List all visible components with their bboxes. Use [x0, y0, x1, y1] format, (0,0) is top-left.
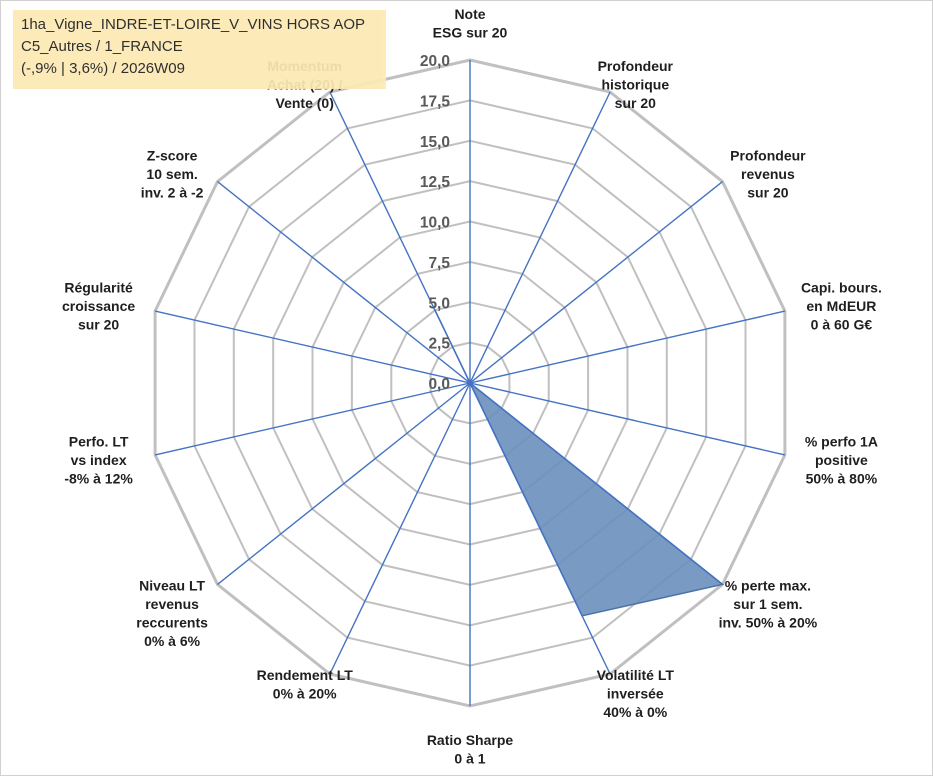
- axis-label-line: % perfo 1A: [805, 433, 878, 449]
- title-line-2: C5_Autres / 1_FRANCE: [21, 38, 183, 55]
- axis-label-line: sur 1 sem.: [733, 596, 802, 612]
- axis-label-line: % perte max.: [725, 577, 811, 593]
- tick-label: 5,0: [428, 295, 450, 312]
- axis-label-line: Z-score: [147, 148, 198, 164]
- radar-tick-labels: 0,0 2,5 5,0 7,5 10,0 12,5 15,0 17,5 20,0: [420, 53, 451, 393]
- tick-label: 10,0: [420, 215, 450, 232]
- axis-label-line: sur 20: [78, 317, 119, 333]
- axis-label-line: inv. 2 à -2: [141, 185, 204, 201]
- tick-label: 15,0: [420, 134, 450, 151]
- axis-label: % perte max. sur 1 sem. inv. 50% à 20%: [719, 577, 818, 630]
- axis-label-line: Rendement LT: [257, 667, 354, 683]
- axis-label: Ratio Sharpe 0 à 1: [427, 732, 514, 767]
- axis-spoke: [469, 382, 786, 456]
- axis-spoke: [469, 181, 723, 384]
- axis-label-line: ESG sur 20: [433, 25, 508, 41]
- axis-spoke: [469, 91, 611, 384]
- tick-label: 20,0: [420, 53, 450, 70]
- axis-label-line: Volatilité LT: [597, 667, 675, 683]
- axis-label-line: Ratio Sharpe: [427, 732, 514, 748]
- axis-label-line: en MdEUR: [806, 298, 876, 314]
- title-line-3: (-,9% | 3,6%) / 2026W09: [21, 60, 185, 77]
- axis-label: Rendement LT 0% à 20%: [257, 667, 354, 702]
- axis-label-line: revenus: [145, 596, 199, 612]
- axis-spoke: [469, 382, 723, 585]
- axis-label-line: Vente (0): [276, 95, 334, 111]
- tick-label: 12,5: [420, 174, 451, 191]
- radar-axis-labels: Note ESG sur 20 Profondeur historique sur 20…: [62, 6, 882, 767]
- axis-label-line: Capi. bours.: [801, 280, 882, 296]
- axis-label-line: 0% à 20%: [273, 686, 337, 702]
- axis-label-line: 0 à 60 G€: [811, 317, 873, 333]
- axis-spoke: [329, 91, 471, 384]
- axis-label-line: Régularité: [64, 280, 133, 296]
- axis-label-line: Profondeur: [730, 148, 806, 164]
- title-line-1: 1ha_Vigne_INDRE-ET-LOIRE_V_VINS HORS AOP: [21, 16, 366, 33]
- tick-label: 2,5: [428, 336, 450, 353]
- axis-label-line: 40% à 0%: [603, 704, 667, 720]
- axis-label-line: Note: [454, 6, 485, 22]
- axis-label-line: historique: [601, 77, 669, 93]
- axis-label-line: 0% à 6%: [144, 633, 201, 649]
- tick-label: 0,0: [428, 376, 450, 393]
- tick-label: 17,5: [420, 93, 451, 110]
- axis-label-line: sur 20: [747, 185, 788, 201]
- axis-label: Volatilité LT inversée 40% à 0%: [597, 667, 675, 720]
- axis-spoke: [469, 382, 611, 675]
- axis-spoke: [154, 310, 471, 384]
- axis-label: % perfo 1A positive 50% à 80%: [805, 433, 878, 486]
- series-area: [434, 309, 725, 617]
- axis-label-line: inv. 50% à 20%: [719, 614, 818, 630]
- axis-label-line: vs index: [71, 452, 127, 468]
- chart-title-box: 1ha_Vigne_INDRE-ET-LOIRE_V_VINS HORS AOP…: [13, 10, 386, 89]
- axis-label: Z-score 10 sem. inv. 2 à -2: [141, 148, 204, 201]
- axis-label: Profondeur revenus sur 20: [730, 148, 806, 201]
- axis-spoke: [329, 382, 471, 675]
- axis-label-line: Niveau LT: [139, 577, 205, 593]
- axis-label: Niveau LT revenus reccurents 0% à 6%: [136, 577, 208, 649]
- radar-spokes: [154, 60, 786, 706]
- axis-label-line: reccurents: [136, 614, 208, 630]
- axis-spoke: [217, 181, 471, 384]
- axis-label-line: positive: [815, 452, 868, 468]
- axis-label-line: -8% à 12%: [64, 470, 133, 486]
- axis-label: Perfo. LT vs index -8% à 12%: [64, 433, 133, 486]
- axis-label: Profondeur historique sur 20: [598, 58, 674, 111]
- axis-label: Note ESG sur 20: [433, 6, 508, 41]
- axis-spoke: [217, 382, 471, 585]
- axis-spoke: [469, 310, 786, 384]
- axis-label-line: sur 20: [615, 95, 656, 111]
- axis-label-line: Profondeur: [598, 58, 674, 74]
- axis-spoke: [154, 382, 471, 456]
- axis-label-line: 10 sem.: [146, 166, 197, 182]
- axis-label-line: Perfo. LT: [69, 433, 129, 449]
- axis-label-line: 50% à 80%: [806, 470, 878, 486]
- axis-label-line: revenus: [741, 166, 795, 182]
- axis-label-line: inversée: [607, 686, 664, 702]
- axis-label-line: croissance: [62, 298, 135, 314]
- axis-label: Régularité croissance sur 20: [62, 280, 135, 333]
- axis-label: Capi. bours. en MdEUR 0 à 60 G€: [801, 280, 882, 333]
- axis-label-line: 0 à 1: [454, 751, 485, 767]
- tick-label: 7,5: [428, 255, 450, 272]
